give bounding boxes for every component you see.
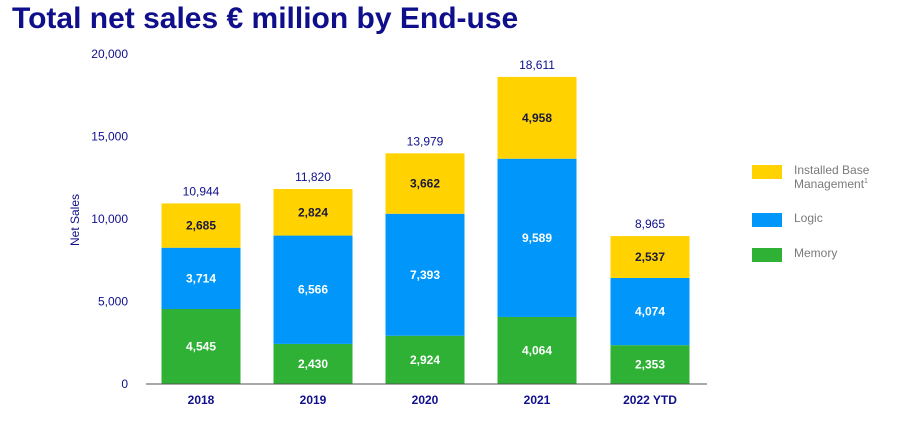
bar-segment-logic: [273, 235, 353, 344]
x-tick-label: 2020: [412, 393, 439, 407]
bar-segment-memory: [610, 345, 690, 384]
data-label-logic: 4,074: [635, 305, 665, 319]
data-label-memory: 2,353: [635, 358, 665, 372]
bar-segment-logic: [497, 158, 577, 317]
x-tick-label: 2019: [300, 393, 327, 407]
data-label-memory: 4,064: [522, 343, 552, 357]
data-label-memory: 2,430: [298, 357, 328, 371]
total-label: 18,611: [519, 58, 555, 72]
data-label-memory: 2,924: [410, 353, 440, 367]
legend-item-memory: Memory: [752, 246, 837, 262]
total-label: 13,979: [407, 134, 444, 148]
y-axis-label: Net Sales: [68, 194, 82, 246]
bar-segment-memory: [273, 343, 353, 384]
x-tick-label: 2022 YTD: [623, 393, 677, 407]
x-axis: 2018 2019 2020 2021 2022 YTD: [188, 393, 678, 407]
bar-segment-memory: [497, 316, 577, 384]
total-label: 10,944: [183, 184, 220, 198]
data-label-installed-base-management: 2,824: [298, 205, 328, 219]
legend-label-logic: Logic: [794, 211, 823, 225]
legend-swatch-logic: [752, 213, 782, 227]
bar-segment-installed-base-management: [161, 203, 241, 248]
legend-swatch-installed-base: [752, 165, 782, 179]
data-label-logic: 9,589: [522, 231, 552, 245]
bar-segment-logic: [385, 213, 465, 336]
legend-swatch-memory: [752, 248, 782, 262]
legend-item-logic: Logic: [752, 211, 823, 227]
data-label-installed-base-management: 2,537: [635, 250, 665, 264]
data-label-installed-base-management: 3,662: [410, 177, 440, 191]
legend-label-management: Management: [794, 177, 865, 191]
total-label: 8,965: [635, 217, 665, 231]
legend-footnote: 1: [864, 178, 868, 185]
y-tick-label: 20,000: [91, 47, 128, 61]
x-tick-label: 2018: [188, 393, 215, 407]
total-label: 11,820: [295, 170, 331, 184]
y-tick-label: 5,000: [98, 295, 128, 309]
data-label-logic: 6,566: [298, 283, 328, 297]
data-label-logic: 3,714: [186, 271, 216, 285]
bar-segment-memory: [161, 309, 241, 384]
legend-label-memory: Memory: [794, 246, 838, 260]
x-tick-label: 2021: [524, 393, 551, 407]
y-tick-label: 15,000: [91, 130, 128, 144]
chart-title: Total net sales € million by End-use: [12, 2, 519, 35]
data-label-installed-base-management: 2,685: [186, 219, 216, 233]
bars-group: 4,545 3,714 2,685 10,944 2,430 6,566 2,824 11,8…: [161, 58, 690, 384]
y-tick-label: 0: [121, 377, 128, 391]
data-label-logic: 7,393: [410, 268, 440, 282]
bar-segment-installed-base-management: [610, 236, 690, 278]
legend-item-installed-base-management: Installed Base Management1: [752, 163, 869, 191]
data-label-installed-base-management: 4,958: [522, 111, 552, 125]
y-axis: 0 5,000 10,000 15,000 20,000: [91, 47, 128, 391]
data-label-memory: 4,545: [186, 340, 216, 354]
bar-segment-memory: [385, 335, 465, 384]
y-tick-label: 10,000: [91, 212, 128, 226]
bar-segment-logic: [610, 277, 690, 346]
bar-segment-installed-base-management: [385, 153, 465, 214]
bar-segment-logic: [161, 247, 241, 310]
bar-segment-installed-base-management: [497, 76, 577, 159]
bar-segment-installed-base-management: [273, 188, 353, 236]
legend-label-installed-base: Installed Base: [794, 163, 870, 177]
